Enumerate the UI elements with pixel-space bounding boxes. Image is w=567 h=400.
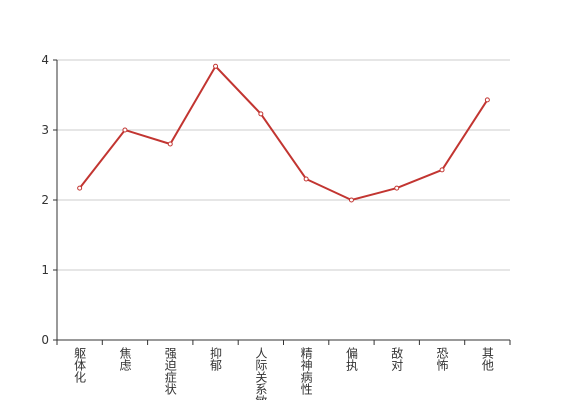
y-tick-label: 1 bbox=[41, 263, 49, 277]
x-tick-label: 躯体化 bbox=[73, 346, 87, 384]
point bbox=[258, 111, 264, 117]
x-tick-label: 强迫症状 bbox=[163, 347, 177, 395]
line bbox=[78, 64, 489, 202]
point bbox=[213, 63, 219, 69]
point bbox=[439, 167, 445, 173]
y-tick-label: 2 bbox=[41, 193, 49, 207]
point bbox=[77, 185, 83, 191]
point bbox=[394, 185, 400, 191]
x-tick-label: 恐怖 bbox=[435, 347, 449, 371]
x-tick-label: 人际关系敏感 bbox=[254, 347, 268, 400]
y-tick-label: 3 bbox=[41, 123, 49, 137]
y-tick-label: 4 bbox=[41, 53, 49, 67]
x-tick-label: 焦虑 bbox=[118, 347, 132, 371]
point bbox=[348, 197, 354, 203]
point bbox=[167, 141, 173, 147]
y-tick-label: 0 bbox=[41, 333, 49, 347]
x-tick-label: 敌对 bbox=[390, 346, 404, 371]
point bbox=[303, 176, 309, 182]
x-tick-label: 精神病性 bbox=[299, 347, 313, 396]
point bbox=[484, 97, 490, 103]
x-tick-label: 抑郁 bbox=[209, 346, 223, 372]
point bbox=[122, 127, 128, 133]
x-tick-label: 其他 bbox=[480, 347, 494, 371]
x-tick-label: 偏执 bbox=[344, 346, 358, 372]
